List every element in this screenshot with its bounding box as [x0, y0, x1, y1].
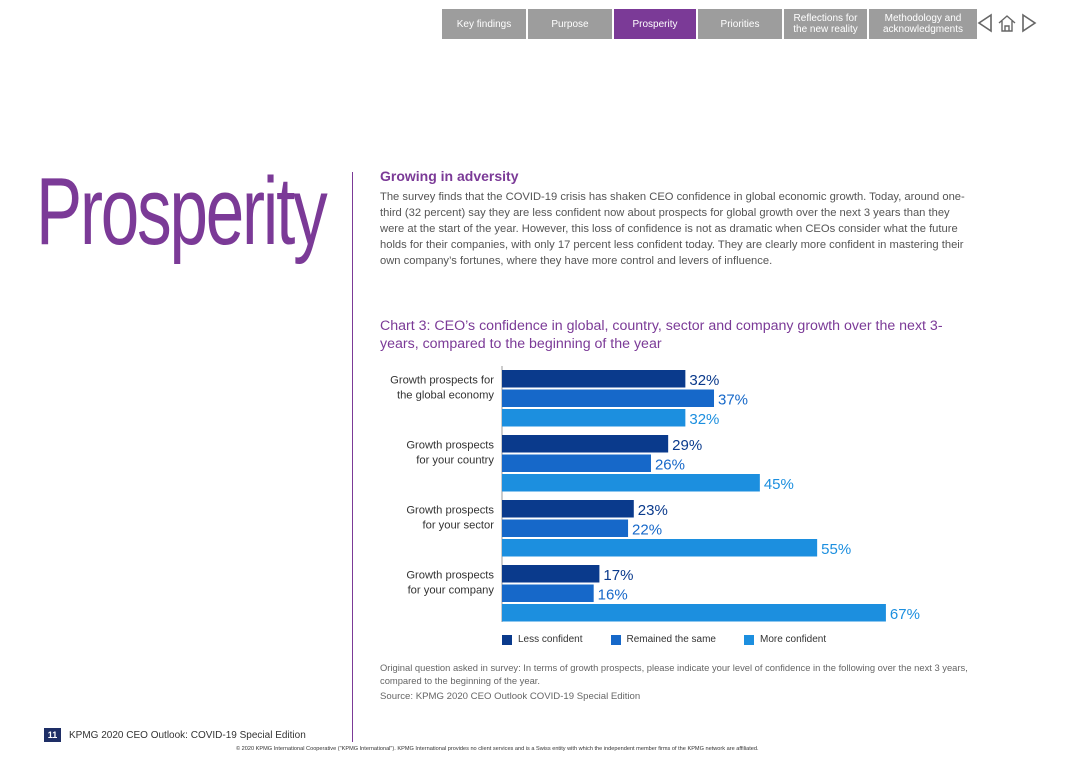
data-label: 32%	[689, 411, 719, 428]
category-label: Growth prospects for	[390, 374, 494, 386]
next-arrow-icon[interactable]	[1020, 12, 1038, 39]
category-label: the global economy	[397, 389, 494, 401]
data-label: 45%	[764, 476, 794, 493]
source-note: Source: KPMG 2020 CEO Outlook COVID-19 S…	[380, 691, 641, 702]
data-label: 32%	[689, 372, 719, 389]
bar	[502, 519, 629, 537]
section-heading: Growing in adversity	[380, 168, 519, 184]
prev-arrow-icon[interactable]	[976, 12, 994, 39]
category-label: Growth prospects	[406, 439, 494, 451]
copyright-notice: © 2020 KPMG International Cooperative ("…	[236, 746, 759, 752]
bar	[502, 565, 600, 583]
data-label: 23%	[638, 502, 668, 519]
data-label: 17%	[603, 567, 633, 584]
data-label: 16%	[598, 587, 628, 604]
data-label: 26%	[655, 457, 685, 474]
bar	[502, 370, 686, 388]
bar	[502, 454, 651, 472]
tab-prosperity[interactable]: Prosperity	[614, 9, 696, 39]
bar	[502, 539, 818, 557]
bar	[502, 584, 594, 602]
legend-label: Less confident	[518, 634, 583, 645]
category-label: for your company	[408, 584, 495, 596]
page-number: 11	[44, 728, 61, 742]
publication-title: KPMG 2020 CEO Outlook: COVID-19 Special …	[69, 729, 306, 741]
legend-swatch	[610, 634, 621, 645]
page-title: Prosperity	[36, 158, 328, 265]
bar	[502, 389, 715, 407]
intro-paragraph: The survey finds that the COVID-19 crisi…	[380, 191, 965, 267]
category-label: Growth prospects	[406, 504, 494, 516]
chart-title: Chart 3: CEO’s confidence in global, cou…	[380, 318, 943, 352]
data-label: 29%	[672, 437, 702, 454]
tab-priorities[interactable]: Priorities	[698, 9, 782, 39]
divider-line	[352, 172, 353, 742]
tab-methodology[interactable]: Methodology and acknowledgments	[869, 9, 977, 39]
category-label: for your sector	[422, 519, 494, 531]
footer: 11 KPMG 2020 CEO Outlook: COVID-19 Speci…	[44, 728, 306, 742]
bar	[502, 474, 760, 492]
home-icon[interactable]	[996, 12, 1018, 39]
tab-purpose[interactable]: Purpose	[528, 9, 612, 39]
legend-item-more-confident: More confident	[744, 634, 826, 645]
legend-label: Remained the same	[626, 634, 717, 645]
category-label: for your country	[416, 454, 494, 466]
bar	[502, 500, 634, 518]
legend-swatch	[744, 634, 754, 645]
top-navigation: Key findings Purpose Prosperity Prioriti…	[442, 9, 977, 39]
legend-item-remained-same: Remained the same	[610, 634, 717, 645]
legend-label: More confident	[760, 634, 827, 645]
data-label: 37%	[718, 392, 748, 409]
bar	[502, 604, 886, 622]
survey-question-note: Original question asked in survey: In te…	[380, 662, 968, 686]
chart-legend: Less confident Remained the same More co…	[502, 634, 826, 645]
legend-item-less-confident: Less confident	[502, 634, 583, 645]
legend-swatch	[502, 634, 512, 645]
page-navigation-icons	[976, 12, 1038, 39]
tab-reflections[interactable]: Reflections for the new reality	[784, 9, 867, 39]
bar	[502, 409, 686, 427]
data-label: 55%	[821, 541, 851, 558]
category-label: Growth prospects	[406, 569, 494, 581]
data-label: 22%	[632, 522, 662, 539]
tab-key-findings[interactable]: Key findings	[442, 9, 526, 39]
bar	[502, 435, 669, 453]
data-label: 67%	[890, 606, 920, 623]
